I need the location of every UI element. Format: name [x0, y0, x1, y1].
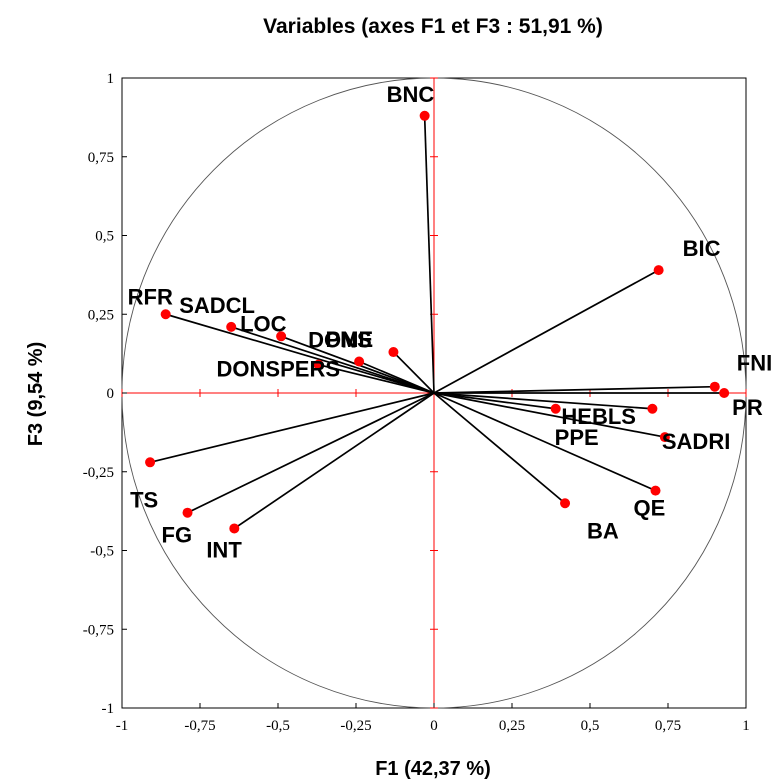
vector-pme [392, 351, 435, 394]
vector-bnc [423, 115, 435, 394]
point-fni [709, 381, 720, 392]
point-label-pr: PR [732, 395, 763, 420]
point-label-ba: BA [587, 518, 619, 543]
y-tick-label: -0,75 [83, 622, 114, 638]
vector-ts [149, 392, 435, 464]
point-label-fg: FG [162, 523, 193, 548]
vector-fg [187, 392, 435, 514]
x-tick-label: -0,25 [340, 718, 371, 734]
point-sadri [659, 432, 670, 443]
point-loc [276, 331, 287, 342]
point-int [229, 523, 240, 534]
point-hebls [647, 403, 658, 414]
point-label-bnc: BNC [387, 82, 435, 107]
y-tick-label: 0 [107, 386, 115, 402]
x-tick-label: 0,5 [581, 718, 600, 734]
point-ba [560, 498, 571, 509]
point-label-qe: QE [634, 496, 666, 521]
y-tick-label: 1 [107, 71, 115, 87]
point-fg [182, 507, 193, 518]
x-tick-label: 0,25 [499, 718, 525, 734]
y-tick-label: -0,25 [83, 465, 114, 481]
point-label-pme: PME [325, 327, 373, 352]
point-ts [145, 457, 156, 468]
y-tick-label: 0,75 [88, 150, 114, 166]
y-tick-label: 0,5 [95, 229, 114, 245]
point-rfr [160, 309, 171, 320]
x-tick-label: 1 [742, 718, 750, 734]
point-label-rfr: RFR [128, 284, 173, 309]
vector-dons [358, 360, 435, 394]
vector-sadri [433, 392, 666, 438]
x-tick-label: 0,75 [655, 718, 681, 734]
vector-bic [433, 269, 660, 394]
point-label-bic: BIC [683, 236, 721, 261]
y-axis-label: F3 (9,54 %) [25, 342, 47, 446]
point-label-fni: FNI [737, 351, 772, 376]
point-label-loc: LOC [240, 311, 287, 336]
point-pr [719, 388, 730, 398]
point-label-ts: TS [130, 487, 158, 512]
point-ppe [550, 403, 561, 414]
point-label-donspers: DONSPERS [217, 357, 340, 382]
point-sadcl [226, 321, 237, 332]
vector-sadcl [230, 326, 435, 394]
plot-area: -1 -0,75 -0,5 -0,25 0 0,25 0,5 0,75 1 -1 -0,75 -0,5… [83, 71, 773, 734]
vector-fni [433, 385, 715, 394]
vector-donspers [318, 363, 435, 394]
chart-title: Variables (axes F1 et F3 : 51,91 %) [263, 15, 603, 38]
vector-ppe [433, 392, 556, 410]
vector-int [233, 392, 435, 530]
point-label-sadri: SADRI [662, 429, 730, 454]
point-dons [354, 356, 365, 367]
point-label-dons: DONS [308, 328, 372, 353]
y-tick-label: -1 [102, 701, 115, 717]
point-qe [650, 485, 661, 496]
point-bic [653, 265, 664, 276]
x-tick-label: -0,5 [266, 718, 290, 734]
point-pme [388, 347, 399, 358]
vector-qe [433, 392, 656, 492]
point-donspers [313, 359, 324, 370]
y-tick-label: 0,25 [88, 307, 114, 323]
y-tick-label: -0,5 [90, 544, 114, 560]
point-label-hebls: HEBLS [561, 404, 636, 429]
point-bnc [419, 110, 430, 121]
point-label-ppe: PPE [555, 425, 599, 450]
vector-ba [433, 392, 566, 504]
vector-rfr [165, 313, 435, 394]
point-label-int: INT [206, 537, 242, 562]
x-axis-label: F1 (42,37 %) [375, 758, 491, 780]
point-label-sadcl: SADCL [179, 293, 255, 318]
x-tick-label: -0,75 [184, 718, 215, 734]
x-tick-label: 0 [430, 718, 438, 734]
vector-hebls [433, 392, 653, 410]
x-tick-label: -1 [116, 718, 129, 734]
